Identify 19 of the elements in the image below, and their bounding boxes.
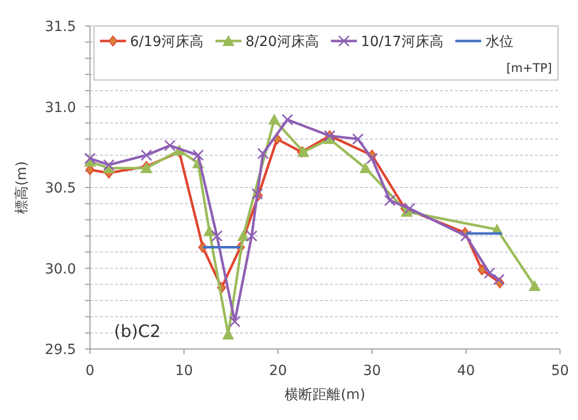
annotation: [m+TP] (506, 61, 552, 75)
legend-label: 10/17河床高 (360, 34, 444, 50)
x-tick-label: 10 (175, 363, 193, 379)
x-axis-title: 横断距離(m) (284, 387, 366, 403)
legend-label: 8/20河床高 (245, 34, 319, 50)
y-tick-label: 29.5 (44, 342, 76, 358)
x-tick-label: 20 (269, 363, 287, 379)
y-tick-label: 30.5 (44, 180, 76, 196)
legend-label: 6/19河床高 (130, 34, 204, 50)
x-tick-label: 30 (363, 363, 381, 379)
x-tick-label: 0 (86, 363, 94, 379)
annotation: (b)C2 (114, 322, 161, 342)
legend-label: 水位 (485, 34, 514, 50)
y-tick-label: 31.0 (44, 100, 76, 116)
x-tick-label: 50 (551, 363, 569, 379)
y-tick-label: 30.0 (44, 261, 76, 278)
y-tick-label: 31.5 (44, 19, 76, 35)
y-axis-title: 標高(m) (14, 161, 30, 214)
x-tick-label: 40 (457, 363, 475, 379)
